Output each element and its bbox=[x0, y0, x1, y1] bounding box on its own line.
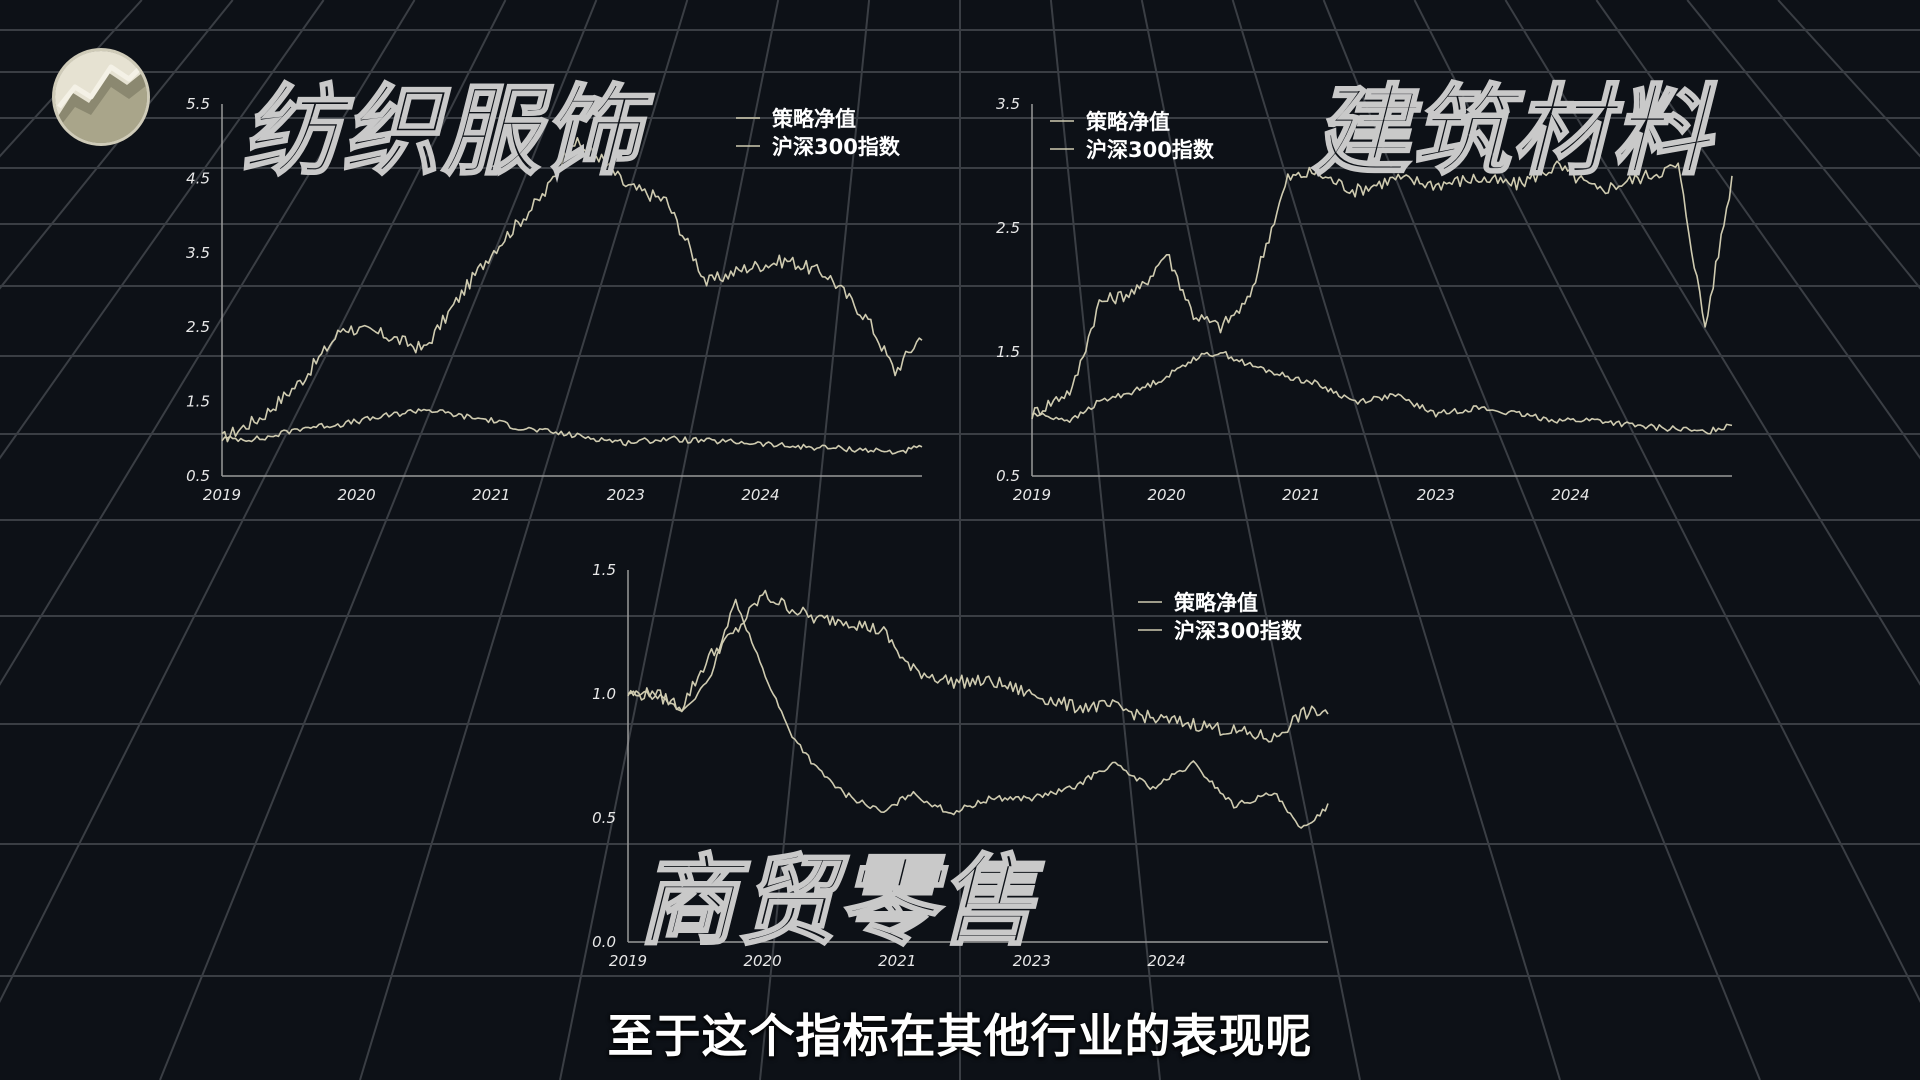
legend-entry: 沪深300指数 bbox=[772, 135, 901, 159]
grid-line-v bbox=[1049, 0, 1161, 1080]
grid-line-v bbox=[0, 0, 416, 686]
video-subtitle: 至于这个指标在其他行业的表现呢 bbox=[607, 1009, 1313, 1063]
legend-entry: 策略净值 bbox=[772, 107, 856, 131]
grid-line-v bbox=[0, 0, 507, 1004]
x-tick-label: 2023 bbox=[1417, 486, 1455, 504]
x-tick-label: 2019 bbox=[609, 952, 647, 970]
x-tick-label: 2020 bbox=[1148, 486, 1186, 504]
x-tick-label: 2024 bbox=[1147, 952, 1185, 970]
grid-line-v bbox=[1686, 0, 1920, 290]
x-tick-label: 2021 bbox=[878, 952, 916, 970]
chart-2: 0.5 1.5 2.5 3.5 2019 2020 2021 2023 2024 策略净值沪深30… bbox=[996, 95, 1733, 504]
y-tick-label: 0.5 bbox=[996, 467, 1020, 485]
grid-line-v bbox=[759, 0, 871, 1080]
chart-1: 0.5 1.5 2.5 3.5 4.5 5.5 2019 2020 2021 2023 2024 策略… bbox=[186, 95, 923, 504]
x-tick-label: 2023 bbox=[1013, 952, 1051, 970]
y-tick-label: 1.5 bbox=[186, 393, 210, 411]
chart-1-title: 纺织服饰 bbox=[241, 74, 643, 191]
y-tick-label: 3.5 bbox=[996, 95, 1020, 113]
y-tick-label: 3.5 bbox=[186, 244, 210, 262]
x-tick-label: 2020 bbox=[338, 486, 376, 504]
x-tick-label: 2019 bbox=[1013, 486, 1051, 504]
series-line-1 bbox=[1031, 160, 1733, 420]
grid-line-v bbox=[1595, 0, 1920, 460]
legend-entry: 沪深300指数 bbox=[1086, 138, 1215, 162]
grid-line-v bbox=[1322, 0, 1761, 1080]
legend-entry: 策略净值 bbox=[1174, 591, 1258, 615]
y-tick-label: 2.5 bbox=[186, 318, 210, 336]
grid-line-v bbox=[559, 0, 780, 1080]
legend-entry: 策略净值 bbox=[1086, 110, 1170, 134]
series-line-2 bbox=[221, 408, 923, 455]
chart-2-title: 建筑材料 bbox=[1311, 74, 1713, 191]
legend-entry: 沪深300指数 bbox=[1174, 619, 1303, 643]
y-tick-label: 0.0 bbox=[592, 933, 616, 951]
y-tick-label: 5.5 bbox=[186, 95, 210, 113]
grid-line-v bbox=[1504, 0, 1920, 686]
grid-line-v bbox=[1140, 0, 1361, 1080]
grid-line-v bbox=[159, 0, 598, 1080]
channel-logo bbox=[52, 48, 150, 146]
x-tick-label: 2024 bbox=[741, 486, 779, 504]
series-line-2 bbox=[627, 598, 1329, 829]
y-tick-label: 4.5 bbox=[186, 169, 210, 187]
x-tick-label: 2024 bbox=[1551, 486, 1589, 504]
x-tick-label: 2020 bbox=[744, 952, 782, 970]
x-tick-label: 2021 bbox=[472, 486, 510, 504]
y-tick-label: 1.0 bbox=[592, 685, 616, 703]
x-tick-label: 2019 bbox=[203, 486, 241, 504]
x-tick-label: 2023 bbox=[607, 486, 645, 504]
y-tick-label: 1.5 bbox=[592, 561, 616, 579]
series-line-2 bbox=[1031, 350, 1733, 435]
grid-line-v bbox=[0, 0, 325, 460]
chart-3-title: 商贸零售 bbox=[637, 844, 1039, 961]
y-tick-label: 2.5 bbox=[996, 219, 1020, 237]
series-line-1 bbox=[221, 137, 923, 443]
series-line-1 bbox=[627, 589, 1329, 743]
y-tick-label: 0.5 bbox=[186, 467, 210, 485]
y-tick-label: 0.5 bbox=[592, 809, 616, 827]
mountain-chart-logo-icon bbox=[55, 51, 147, 143]
chart-3: 0.0 0.5 1.0 1.5 2019 2020 2021 2023 2024 策略净值沪深30… bbox=[592, 561, 1329, 970]
grid-line-v bbox=[359, 0, 689, 1080]
y-tick-label: 1.5 bbox=[996, 343, 1020, 361]
x-tick-label: 2021 bbox=[1282, 486, 1320, 504]
grid-line-v bbox=[0, 0, 234, 290]
